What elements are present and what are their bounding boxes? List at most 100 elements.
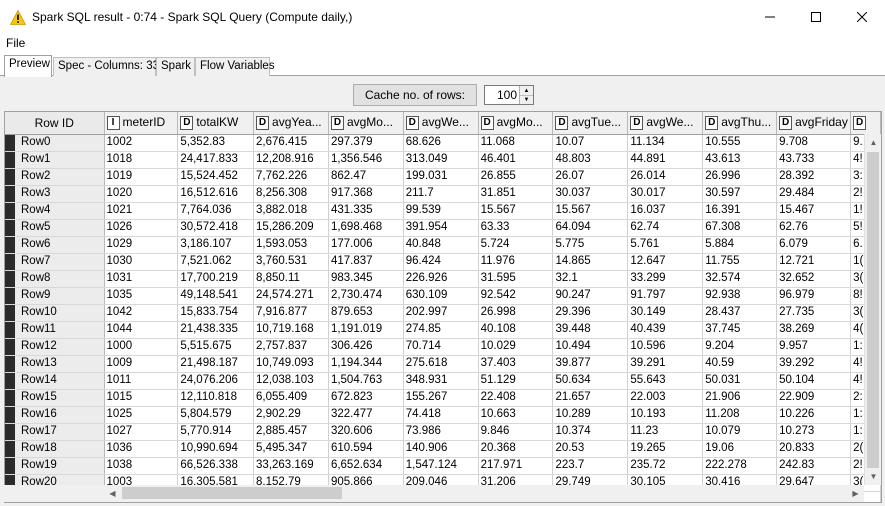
row-id-cell[interactable]: Row6	[5, 236, 105, 254]
table-cell[interactable]: 3,760.531	[253, 253, 329, 271]
table-cell[interactable]: 32.652	[776, 270, 852, 288]
table-row[interactable]: Row10 1042 15,833.754 7,916.877 879.653 202.9…	[5, 304, 881, 322]
table-cell[interactable]: 11.23	[627, 423, 704, 441]
table-cell[interactable]: 10,990.694	[177, 440, 255, 458]
tab-flow-variables[interactable]: Flow Variables	[195, 57, 275, 76]
table-cell[interactable]: 10.193	[627, 406, 704, 424]
table-cell[interactable]: 8,850.11	[253, 270, 329, 288]
table-cell[interactable]: 70.714	[403, 338, 479, 356]
row-id-cell[interactable]: Row14	[5, 372, 105, 390]
table-cell[interactable]: 1,194.344	[328, 355, 404, 373]
table-cell[interactable]: 96.979	[776, 287, 852, 305]
table-cell[interactable]: 1031	[104, 270, 179, 288]
table-cell[interactable]: 11.755	[702, 253, 778, 271]
table-cell[interactable]: 9.204	[702, 338, 778, 356]
table-cell[interactable]: 5.775	[552, 236, 629, 254]
table-cell[interactable]: 15.467	[776, 202, 852, 220]
table-cell[interactable]: 37.403	[478, 355, 554, 373]
table-cell[interactable]: 917.368	[328, 185, 404, 203]
spinner-up-icon[interactable]: ▲	[520, 86, 533, 95]
table-cell[interactable]: 5.884	[702, 236, 778, 254]
table-cell[interactable]: 16.037	[627, 202, 704, 220]
table-row[interactable]: Row7 1030 7,521.062 3,760.531 417.837 96.424 1…	[5, 253, 881, 271]
table-cell[interactable]: 22.909	[776, 389, 852, 407]
close-button[interactable]	[839, 0, 885, 34]
table-cell[interactable]: 10.555	[702, 134, 778, 152]
table-cell[interactable]: 5,352.83	[177, 134, 255, 152]
maximize-button[interactable]	[793, 0, 839, 34]
table-cell[interactable]: 1030	[104, 253, 179, 271]
table-cell[interactable]: 20.53	[552, 440, 629, 458]
table-cell[interactable]: 223.7	[552, 457, 629, 475]
table-cell[interactable]: 11.976	[478, 253, 554, 271]
table-cell[interactable]: 10.079	[702, 423, 778, 441]
column-header-row-id[interactable]: Row ID	[5, 112, 105, 135]
cache-rows-button[interactable]: Cache no. of rows:	[353, 84, 477, 106]
table-cell[interactable]: 21,438.335	[177, 321, 255, 339]
table-cell[interactable]: 27.735	[776, 304, 852, 322]
cache-rows-value[interactable]: 100	[496, 88, 517, 102]
table-cell[interactable]: 322.477	[328, 406, 404, 424]
table-cell[interactable]: 7,762.226	[253, 168, 329, 186]
spinner-down-icon[interactable]: ▼	[520, 95, 533, 104]
table-cell[interactable]: 6.079	[776, 236, 852, 254]
table-row[interactable]: Row0 1002 5,352.83 2,676.415 297.379 68.626 11…	[5, 134, 881, 152]
table-cell[interactable]: 30.017	[627, 185, 704, 203]
table-cell[interactable]: 9.957	[776, 338, 852, 356]
table-cell[interactable]: 91.797	[627, 287, 704, 305]
table-cell[interactable]: 1044	[104, 321, 179, 339]
table-cell[interactable]: 1020	[104, 185, 179, 203]
table-cell[interactable]: 1027	[104, 423, 179, 441]
table-row[interactable]: Row16 1025 5,804.579 2,902.29 322.477 74.418 1…	[5, 406, 881, 424]
table-cell[interactable]: 40.59	[702, 355, 778, 373]
table-cell[interactable]: 11.068	[478, 134, 554, 152]
table-cell[interactable]: 15,524.452	[177, 168, 255, 186]
vertical-scrollbar[interactable]: ▲ ▼	[864, 134, 881, 485]
table-cell[interactable]: 26.996	[702, 168, 778, 186]
row-id-cell[interactable]: Row9	[5, 287, 105, 305]
table-cell[interactable]: 20.833	[776, 440, 852, 458]
table-cell[interactable]: 1021	[104, 202, 179, 220]
table-cell[interactable]: 274.85	[403, 321, 479, 339]
table-row[interactable]: Row15 1015 12,110.818 6,055.409 672.823 155.2…	[5, 389, 881, 407]
table-cell[interactable]: 38.269	[776, 321, 852, 339]
table-cell[interactable]: 2,885.457	[253, 423, 329, 441]
table-cell[interactable]: 90.247	[552, 287, 629, 305]
table-cell[interactable]: 2,676.415	[253, 134, 329, 152]
table-cell[interactable]: 21,498.187	[177, 355, 255, 373]
table-cell[interactable]: 46.401	[478, 151, 554, 169]
table-cell[interactable]: 5.761	[627, 236, 704, 254]
table-cell[interactable]: 222.278	[702, 457, 778, 475]
table-cell[interactable]: 155.267	[403, 389, 479, 407]
table-cell[interactable]: 320.606	[328, 423, 404, 441]
table-cell[interactable]: 29.396	[552, 304, 629, 322]
table-cell[interactable]: 73.986	[403, 423, 479, 441]
minimize-button[interactable]	[747, 0, 793, 34]
menu-file[interactable]: File	[6, 36, 26, 50]
table-cell[interactable]: 10.494	[552, 338, 629, 356]
table-cell[interactable]: 32.574	[702, 270, 778, 288]
table-cell[interactable]: 40.848	[403, 236, 479, 254]
table-cell[interactable]: 74.418	[403, 406, 479, 424]
table-row[interactable]: Row2 1019 15,524.452 7,762.226 862.47 199.031…	[5, 168, 881, 186]
table-cell[interactable]: 1026	[104, 219, 179, 237]
table-cell[interactable]: 29.484	[776, 185, 852, 203]
table-cell[interactable]: 92.938	[702, 287, 778, 305]
table-cell[interactable]: 1018	[104, 151, 179, 169]
table-cell[interactable]: 16.391	[702, 202, 778, 220]
row-id-cell[interactable]: Row5	[5, 219, 105, 237]
table-row[interactable]: Row5 1026 30,572.418 15,286.209 1,698.468 391…	[5, 219, 881, 237]
row-id-cell[interactable]: Row19	[5, 457, 105, 475]
table-cell[interactable]: 22.003	[627, 389, 704, 407]
table-cell[interactable]: 32.1	[552, 270, 629, 288]
table-cell[interactable]: 3,882.018	[253, 202, 329, 220]
table-cell[interactable]: 2,902.29	[253, 406, 329, 424]
table-cell[interactable]: 96.424	[403, 253, 479, 271]
table-cell[interactable]: 30.149	[627, 304, 704, 322]
table-cell[interactable]: 12.721	[776, 253, 852, 271]
table-cell[interactable]: 313.049	[403, 151, 479, 169]
table-cell[interactable]: 1009	[104, 355, 179, 373]
table-cell[interactable]: 37.745	[702, 321, 778, 339]
table-cell[interactable]: 211.7	[403, 185, 479, 203]
